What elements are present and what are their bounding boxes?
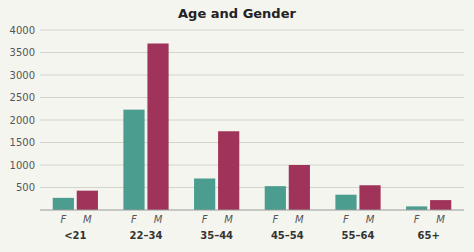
bar bbox=[218, 131, 239, 210]
series-tick-label: M bbox=[366, 214, 375, 225]
series-tick-label: M bbox=[154, 214, 163, 225]
category-label: 22–34 bbox=[130, 230, 163, 241]
series-tick-label: M bbox=[436, 214, 445, 225]
bar bbox=[123, 110, 144, 210]
bar bbox=[194, 179, 215, 211]
y-tick-label: 2000 bbox=[10, 115, 35, 126]
bar bbox=[359, 185, 380, 210]
chart-container: Age and Gender 500 1000 1500 2000 2500 3000 350… bbox=[0, 0, 474, 252]
y-tick-label: 1500 bbox=[10, 137, 35, 148]
y-tick-label: 3000 bbox=[10, 70, 35, 81]
background bbox=[0, 0, 474, 252]
series-tick-label: F bbox=[343, 214, 349, 225]
bar bbox=[77, 191, 98, 210]
bar bbox=[430, 200, 451, 210]
series-tick-label: F bbox=[202, 214, 208, 225]
bar bbox=[53, 198, 74, 210]
title: Age and Gender bbox=[178, 6, 296, 21]
series-tick-label: F bbox=[131, 214, 137, 225]
series-tick-label: M bbox=[224, 214, 233, 225]
grid-line bbox=[40, 97, 464, 98]
bar bbox=[147, 44, 168, 211]
category-label: 65+ bbox=[418, 230, 440, 241]
grid-line bbox=[40, 52, 464, 53]
x-axis-line bbox=[40, 210, 464, 211]
y-tick-label: 3500 bbox=[10, 47, 35, 58]
series-tick-label: M bbox=[83, 214, 92, 225]
series-tick-label: M bbox=[295, 214, 304, 225]
grid-line bbox=[40, 187, 464, 188]
y-tick-label: 500 bbox=[16, 182, 35, 193]
grid-line bbox=[40, 165, 464, 166]
chart-svg: Age and Gender 500 1000 1500 2000 2500 3000 350… bbox=[0, 0, 474, 252]
grid-line bbox=[40, 142, 464, 143]
category-label: 55–64 bbox=[342, 230, 375, 241]
category-label: 45–54 bbox=[271, 230, 304, 241]
x-labels: F M <21 F M 22–34 F M 35–44 F M 45–54 F M 55–64 F M 65+ bbox=[60, 214, 445, 241]
bar bbox=[265, 186, 286, 210]
series-tick-label: F bbox=[60, 214, 66, 225]
bar bbox=[335, 195, 356, 210]
y-tick-label: 4000 bbox=[10, 25, 35, 36]
y-tick-label: 2500 bbox=[10, 92, 35, 103]
grid-line bbox=[40, 75, 464, 76]
category-label: 35–44 bbox=[200, 230, 233, 241]
bar bbox=[406, 206, 427, 210]
bars bbox=[53, 44, 452, 211]
y-tick-label: 1000 bbox=[10, 160, 35, 171]
grid-line bbox=[40, 30, 464, 31]
grid bbox=[40, 30, 464, 188]
series-tick-label: F bbox=[272, 214, 278, 225]
grid-line bbox=[40, 120, 464, 121]
bar bbox=[289, 165, 310, 210]
category-label: <21 bbox=[64, 230, 86, 241]
series-tick-label: F bbox=[414, 214, 420, 225]
